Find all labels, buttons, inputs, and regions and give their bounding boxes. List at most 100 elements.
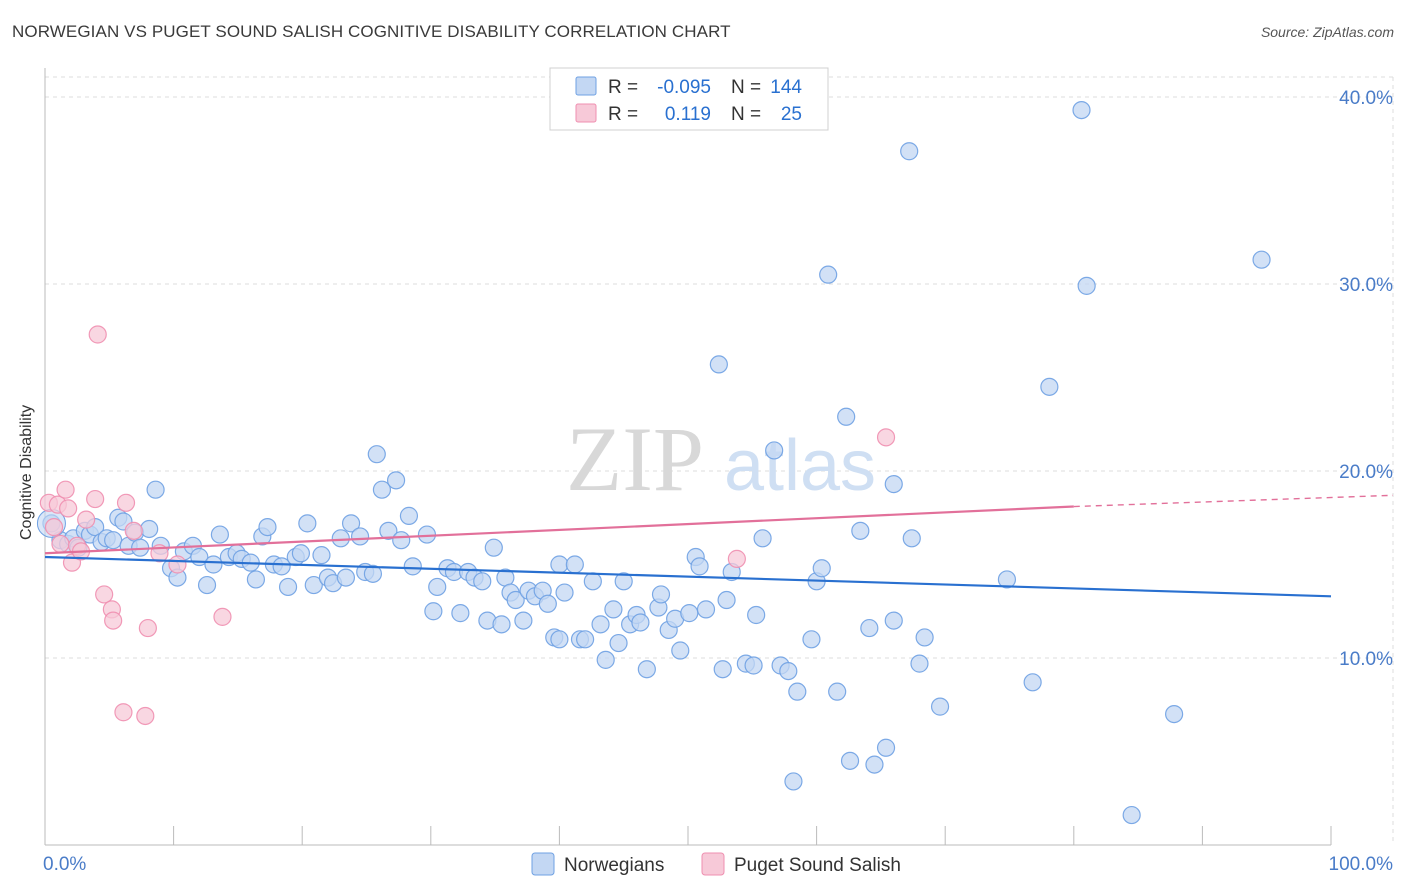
data-point-norwegians xyxy=(789,683,806,700)
data-point-norwegians xyxy=(691,558,708,575)
bottom-legend-swatch-puget-sound-salish xyxy=(702,853,724,875)
data-point-puget-sound-salish xyxy=(878,429,895,446)
data-point-norwegians xyxy=(577,631,594,648)
data-point-puget-sound-salish xyxy=(46,519,63,536)
data-point-norwegians xyxy=(820,266,837,283)
data-point-norwegians xyxy=(280,578,297,595)
data-point-norwegians xyxy=(556,584,573,601)
data-point-norwegians xyxy=(698,601,715,618)
legend-r-value-1: -0.095 xyxy=(657,77,711,98)
data-point-norwegians xyxy=(785,773,802,790)
data-point-norwegians xyxy=(866,756,883,773)
bottom-legend-label-norwegians: Norwegians xyxy=(564,855,664,876)
data-point-puget-sound-salish xyxy=(78,511,95,528)
bottom-legend-label-puget-sound-salish: Puget Sound Salish xyxy=(734,855,901,876)
data-point-norwegians xyxy=(610,635,627,652)
x-tick-label-max: 100.0% xyxy=(1329,854,1394,875)
data-point-norwegians xyxy=(672,642,689,659)
data-point-norwegians xyxy=(199,577,216,594)
data-point-norwegians xyxy=(861,620,878,637)
data-point-norwegians xyxy=(592,616,609,633)
trend-line-norwegians xyxy=(45,557,1331,596)
data-point-norwegians xyxy=(425,603,442,620)
data-point-norwegians xyxy=(916,629,933,646)
data-point-puget-sound-salish xyxy=(52,535,69,552)
data-point-norwegians xyxy=(452,605,469,622)
data-point-norwegians xyxy=(1123,807,1140,824)
data-point-norwegians xyxy=(885,612,902,629)
data-point-norwegians xyxy=(652,586,669,603)
stats-legend: R = -0.095 N = 144 R = 0.119 N = 25 xyxy=(550,68,828,130)
data-point-norwegians xyxy=(901,143,918,160)
data-point-norwegians xyxy=(539,595,556,612)
data-point-norwegians xyxy=(714,661,731,678)
data-point-norwegians xyxy=(829,683,846,700)
data-point-norwegians xyxy=(493,616,510,633)
data-point-norwegians xyxy=(932,698,949,715)
data-point-norwegians xyxy=(474,573,491,590)
data-point-puget-sound-salish xyxy=(214,608,231,625)
trend-line-puget-sound-salish xyxy=(45,507,1074,554)
data-point-norwegians xyxy=(105,532,122,549)
y-tick-labels: 10.0% 20.0% 30.0% 40.0% xyxy=(1339,88,1393,670)
data-point-norwegians xyxy=(205,556,222,573)
data-point-norwegians xyxy=(745,657,762,674)
data-point-puget-sound-salish xyxy=(87,491,104,508)
data-point-norwegians xyxy=(368,446,385,463)
series-puget-sound-salish-points xyxy=(40,326,894,724)
data-point-norwegians xyxy=(400,507,417,524)
y-tick-label: 10.0% xyxy=(1339,649,1393,670)
data-point-puget-sound-salish xyxy=(169,556,186,573)
data-point-norwegians xyxy=(247,571,264,588)
data-point-norwegians xyxy=(813,560,830,577)
data-point-norwegians xyxy=(566,556,583,573)
data-point-puget-sound-salish xyxy=(118,494,135,511)
legend-r-label-2: R = xyxy=(608,104,638,125)
data-point-norwegians xyxy=(638,661,655,678)
data-point-norwegians xyxy=(584,573,601,590)
data-point-norwegians xyxy=(299,515,316,532)
data-point-puget-sound-salish xyxy=(728,550,745,567)
data-point-norwegians xyxy=(780,663,797,680)
data-point-norwegians xyxy=(551,556,568,573)
data-point-puget-sound-salish xyxy=(89,326,106,343)
data-point-norwegians xyxy=(332,530,349,547)
data-point-norwegians xyxy=(842,752,859,769)
watermark-atlas: atlas xyxy=(724,426,876,506)
data-point-norwegians xyxy=(878,739,895,756)
data-point-norwegians xyxy=(710,356,727,373)
data-point-norwegians xyxy=(1041,378,1058,395)
data-point-norwegians xyxy=(852,522,869,539)
data-point-norwegians xyxy=(313,547,330,564)
data-point-norwegians xyxy=(1253,251,1270,268)
y-tick-label: 40.0% xyxy=(1339,88,1393,109)
y-axis-title: Cognitive Disability xyxy=(18,405,36,540)
data-point-norwegians xyxy=(147,481,164,498)
data-point-puget-sound-salish xyxy=(57,481,74,498)
scatter-chart: ZIP atlas 10.0%20.0%30.0%40.0% 0.0% 100.0… xyxy=(0,0,1406,892)
data-point-norwegians xyxy=(803,631,820,648)
legend-n-value-2: 25 xyxy=(781,104,802,125)
data-point-norwegians xyxy=(404,558,421,575)
data-point-norwegians xyxy=(1166,706,1183,723)
data-point-norwegians xyxy=(1078,277,1095,294)
data-point-norwegians xyxy=(903,530,920,547)
data-point-norwegians xyxy=(1073,102,1090,119)
legend-n-label-1: N = xyxy=(731,77,761,98)
data-point-norwegians xyxy=(485,539,502,556)
gridlines xyxy=(45,77,1393,845)
data-point-norwegians xyxy=(211,526,228,543)
watermark-zip: ZIP xyxy=(566,408,704,510)
data-point-norwegians xyxy=(911,655,928,672)
data-point-norwegians xyxy=(1024,674,1041,691)
data-point-norwegians xyxy=(718,592,735,609)
data-point-norwegians xyxy=(352,528,369,545)
data-point-norwegians xyxy=(748,606,765,623)
data-point-norwegians xyxy=(766,442,783,459)
bottom-legend-swatch-norwegians xyxy=(532,853,554,875)
data-point-norwegians xyxy=(885,476,902,493)
legend-swatch-puget-sound-salish xyxy=(576,104,596,122)
data-point-norwegians xyxy=(838,408,855,425)
data-point-norwegians xyxy=(605,601,622,618)
y-tick-label: 30.0% xyxy=(1339,275,1393,296)
